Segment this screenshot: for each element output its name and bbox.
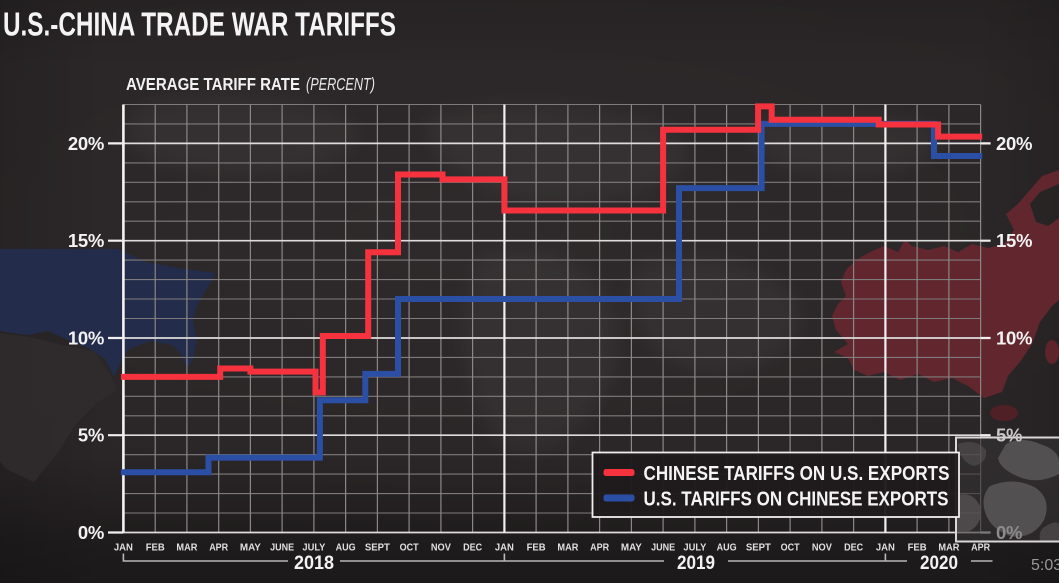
svg-text:DEC: DEC [463,543,482,554]
svg-text:10%: 10% [996,328,1032,349]
svg-text:APR: APR [971,543,990,554]
svg-text:FEB: FEB [527,543,546,554]
svg-text:U.S.-CHINA TRADE WAR TARIFFS: U.S.-CHINA TRADE WAR TARIFFS [3,7,396,44]
svg-text:AVERAGE TARIFF RATE: AVERAGE TARIFF RATE [126,74,300,94]
svg-text:0%: 0% [78,522,104,543]
svg-text:FEB: FEB [146,543,165,554]
svg-text:OCT: OCT [781,543,801,554]
svg-text:JUNE: JUNE [651,543,675,554]
svg-text:MAR: MAR [557,543,578,554]
svg-text:MAR: MAR [938,543,959,554]
svg-text:(PERCENT): (PERCENT) [306,74,375,94]
svg-text:CHINESE TARIFFS ON U.S. EXPORT: CHINESE TARIFFS ON U.S. EXPORTS [644,462,950,485]
svg-text:NOV: NOV [812,543,832,554]
svg-text:U.S. TARIFFS ON CHINESE EXPORT: U.S. TARIFFS ON CHINESE EXPORTS [644,488,949,511]
svg-text:MAY: MAY [621,543,642,554]
svg-text:20%: 20% [68,133,104,154]
svg-text:5:03: 5:03 [1031,557,1059,574]
svg-text:MAR: MAR [176,543,197,554]
svg-text:15%: 15% [68,230,104,251]
svg-text:NOV: NOV [431,543,451,554]
svg-text:5%: 5% [996,425,1022,446]
svg-text:2018: 2018 [294,553,334,574]
svg-text:JAN: JAN [495,543,514,554]
svg-text:FEB: FEB [908,543,927,554]
svg-text:2019: 2019 [677,553,715,574]
svg-text:5%: 5% [78,425,104,446]
svg-text:APR: APR [590,543,609,554]
svg-text:20%: 20% [996,133,1032,154]
svg-text:DEC: DEC [844,543,863,554]
svg-text:JUNE: JUNE [270,543,294,554]
svg-text:15%: 15% [996,230,1032,251]
svg-text:AUG: AUG [336,543,356,554]
svg-text:JAN: JAN [876,543,895,554]
svg-text:10%: 10% [68,328,104,349]
svg-text:0%: 0% [996,522,1022,543]
svg-text:JULY: JULY [302,543,325,554]
svg-text:APR: APR [209,543,228,554]
svg-text:JAN: JAN [114,543,133,554]
svg-text:AUG: AUG [717,543,737,554]
svg-text:OCT: OCT [400,543,420,554]
svg-text:SEPT: SEPT [365,543,391,554]
svg-text:JULY: JULY [683,543,706,554]
svg-text:SEPT: SEPT [746,543,772,554]
svg-text:MAY: MAY [240,543,261,554]
svg-text:2020: 2020 [920,553,958,574]
